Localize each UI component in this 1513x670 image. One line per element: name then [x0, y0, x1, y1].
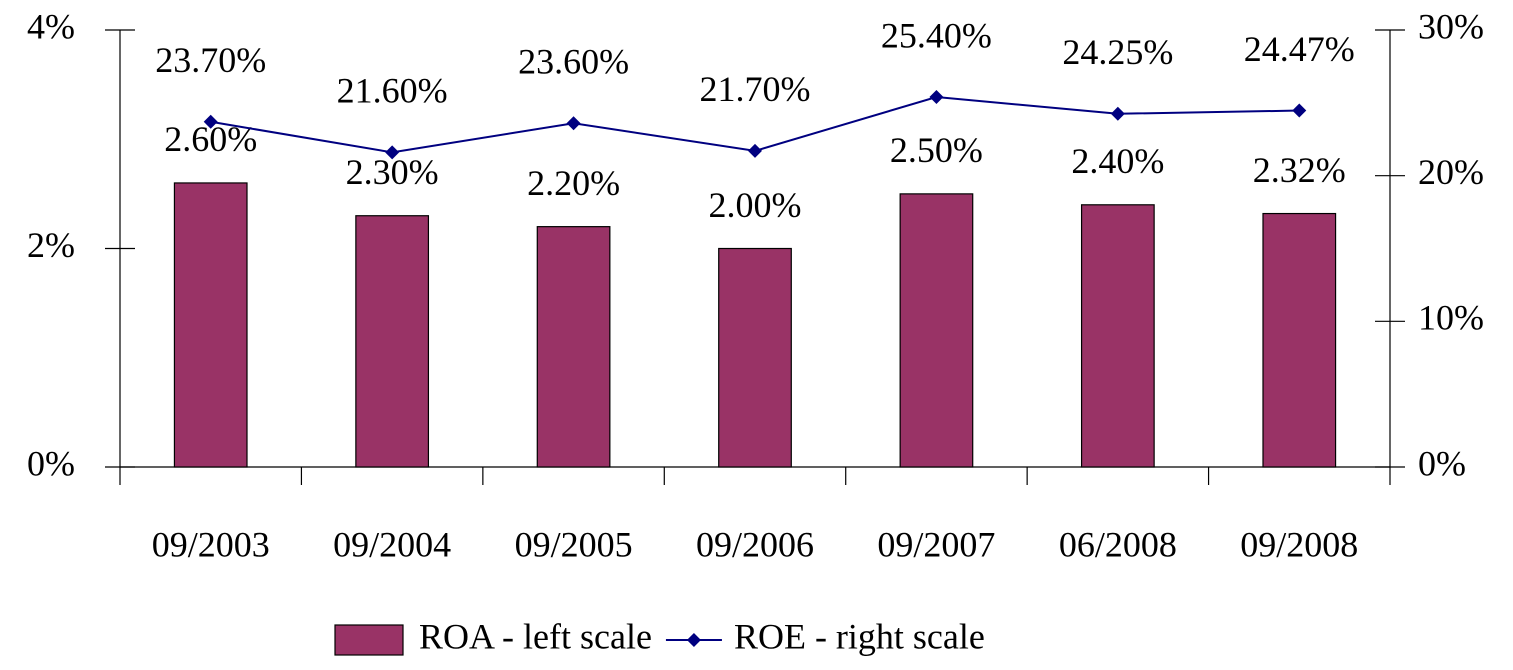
x-tick-label: 09/2006 — [696, 524, 814, 564]
legend-swatch — [334, 624, 404, 656]
x-tick-label: 09/2004 — [333, 524, 451, 564]
y2-tick-label: 10% — [1418, 298, 1484, 338]
line-marker — [1110, 106, 1125, 121]
x-tick-label: 09/2008 — [1240, 524, 1358, 564]
line-value-label: 21.70% — [700, 69, 811, 109]
line-marker — [385, 145, 400, 160]
y-tick-label: 2% — [27, 225, 75, 265]
bar-value-label: 2.50% — [890, 130, 983, 170]
x-tick-label: 06/2008 — [1059, 524, 1177, 564]
line-value-label: 21.60% — [337, 71, 448, 111]
bar-value-label: 2.00% — [709, 185, 802, 225]
legend-marker — [686, 633, 701, 647]
bar — [1262, 212, 1337, 468]
x-tick-label: 09/2007 — [877, 524, 995, 564]
bar-value-label: 2.20% — [527, 163, 620, 203]
y-tick-label: 4% — [27, 6, 75, 46]
bar — [173, 182, 248, 468]
line-value-label: 23.60% — [518, 41, 629, 81]
line-marker — [1292, 103, 1307, 118]
x-tick-label: 09/2003 — [152, 524, 270, 564]
legend-label: ROA - left scale — [419, 616, 652, 656]
line-marker — [929, 90, 944, 105]
bar-value-label: 2.40% — [1071, 141, 1164, 181]
bar — [355, 215, 430, 468]
line-marker — [566, 116, 581, 131]
line-value-label: 25.40% — [881, 15, 992, 55]
x-tick-label: 09/2005 — [515, 524, 633, 564]
bar — [536, 226, 611, 468]
bar — [899, 193, 974, 468]
bar — [1080, 204, 1155, 468]
y2-tick-label: 30% — [1418, 6, 1484, 46]
y2-tick-label: 0% — [1418, 443, 1466, 483]
y-tick-label: 0% — [27, 443, 75, 483]
line-value-label: 24.25% — [1062, 32, 1173, 72]
line-value-label: 23.70% — [155, 40, 266, 80]
bar-value-label: 2.32% — [1253, 150, 1346, 190]
legend-label: ROE - right scale — [734, 616, 985, 656]
line-marker — [203, 114, 218, 129]
line-value-label: 24.47% — [1244, 29, 1355, 69]
line-marker — [748, 143, 762, 158]
y2-tick-label: 20% — [1418, 152, 1484, 192]
bar — [718, 247, 792, 468]
